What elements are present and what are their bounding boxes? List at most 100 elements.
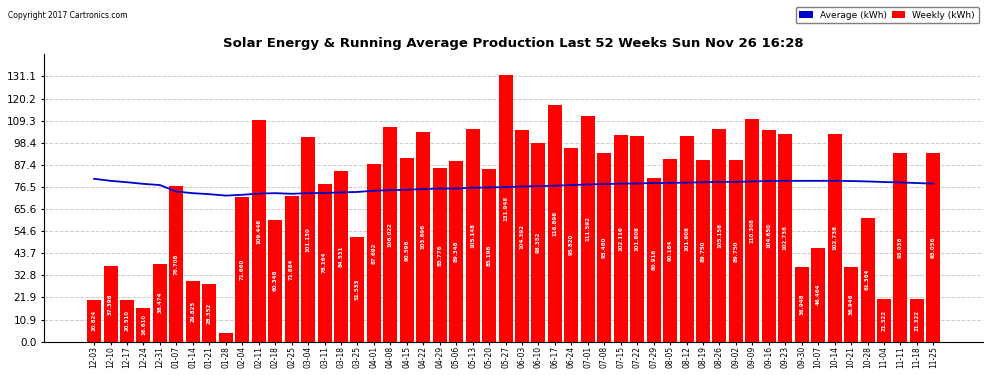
Bar [318, 183, 332, 342]
Bar [301, 137, 315, 342]
Bar [581, 116, 595, 342]
Bar [663, 159, 677, 342]
Bar [449, 161, 463, 342]
Text: 78.164: 78.164 [322, 252, 327, 273]
Text: Copyright 2017 Cartronics.com: Copyright 2017 Cartronics.com [8, 11, 128, 20]
Bar [236, 196, 249, 342]
Bar [927, 153, 940, 342]
Text: 110.308: 110.308 [749, 217, 755, 243]
Text: 20.824: 20.824 [92, 310, 97, 331]
Bar [860, 217, 874, 342]
Text: 105.156: 105.156 [717, 223, 722, 248]
Bar [877, 298, 891, 342]
Bar [515, 130, 529, 342]
Text: 87.692: 87.692 [371, 242, 376, 264]
Bar [465, 129, 479, 342]
Text: 46.464: 46.464 [816, 284, 821, 305]
Bar [762, 130, 776, 342]
Bar [844, 267, 858, 342]
Bar [910, 298, 924, 342]
Text: 21.322: 21.322 [881, 310, 886, 331]
Text: 85.776: 85.776 [438, 244, 443, 266]
Title: Solar Energy & Running Average Production Last 52 Weeks Sun Nov 26 16:28: Solar Energy & Running Average Productio… [224, 38, 804, 51]
Legend: Average (kWh), Weekly (kWh): Average (kWh), Weekly (kWh) [796, 7, 978, 24]
Text: 16.610: 16.610 [141, 314, 146, 335]
Text: 51.533: 51.533 [355, 279, 360, 300]
Text: 104.392: 104.392 [520, 224, 525, 249]
Bar [169, 186, 183, 342]
Text: 89.750: 89.750 [734, 240, 739, 261]
Bar [811, 248, 826, 342]
Text: 29.825: 29.825 [190, 301, 195, 322]
Bar [416, 132, 431, 342]
Bar [499, 75, 513, 342]
Text: 105.148: 105.148 [470, 223, 475, 248]
Bar [614, 135, 628, 342]
Bar [367, 164, 381, 342]
Bar [696, 160, 710, 342]
Text: 102.738: 102.738 [833, 225, 838, 250]
Bar [631, 136, 644, 342]
Bar [597, 153, 611, 342]
Bar [104, 266, 118, 342]
Bar [120, 300, 134, 342]
Text: 20.510: 20.510 [125, 310, 130, 332]
Bar [795, 267, 809, 342]
Text: 106.022: 106.022 [388, 222, 393, 247]
Text: 95.820: 95.820 [569, 234, 574, 255]
Text: 93.036: 93.036 [898, 237, 903, 258]
Bar [532, 143, 545, 342]
Text: 37.396: 37.396 [108, 293, 113, 315]
Bar [251, 120, 265, 342]
Text: 102.738: 102.738 [783, 225, 788, 250]
Text: 101.130: 101.130 [306, 227, 311, 252]
Text: 61.364: 61.364 [865, 269, 870, 290]
Text: 93.480: 93.480 [602, 236, 607, 258]
Bar [202, 284, 216, 342]
Text: 80.916: 80.916 [651, 249, 656, 270]
Bar [564, 148, 578, 342]
Text: 101.808: 101.808 [635, 226, 640, 251]
Text: 116.896: 116.896 [552, 211, 557, 236]
Bar [152, 264, 167, 342]
Bar [894, 153, 908, 342]
Text: 89.750: 89.750 [701, 240, 706, 261]
Text: 36.946: 36.946 [848, 294, 853, 315]
Text: 71.864: 71.864 [289, 258, 294, 280]
Text: 84.531: 84.531 [339, 246, 344, 267]
Bar [828, 134, 842, 342]
Bar [137, 308, 150, 342]
Bar [284, 196, 299, 342]
Text: 85.196: 85.196 [486, 245, 492, 266]
Bar [729, 160, 742, 342]
Text: 71.660: 71.660 [240, 258, 245, 280]
Text: 101.608: 101.608 [684, 226, 689, 251]
Bar [400, 158, 414, 342]
Bar [268, 220, 282, 342]
Bar [350, 237, 364, 342]
Text: 98.352: 98.352 [536, 231, 541, 253]
Bar [433, 168, 446, 342]
Text: 60.348: 60.348 [272, 270, 277, 291]
Text: 103.696: 103.696 [421, 224, 426, 249]
Bar [219, 333, 233, 342]
Text: 36.948: 36.948 [799, 294, 804, 315]
Text: 102.116: 102.116 [618, 226, 624, 251]
Bar [482, 169, 496, 342]
Text: 93.036: 93.036 [931, 237, 936, 258]
Text: 38.474: 38.474 [157, 292, 162, 314]
Bar [87, 300, 101, 342]
Text: 21.322: 21.322 [915, 310, 920, 331]
Bar [646, 178, 660, 342]
Bar [186, 281, 200, 342]
Bar [547, 105, 562, 342]
Text: 28.352: 28.352 [207, 302, 212, 324]
Text: 104.650: 104.650 [766, 223, 771, 248]
Text: 76.708: 76.708 [174, 254, 179, 275]
Text: 109.446: 109.446 [256, 218, 261, 243]
Bar [679, 136, 694, 342]
Bar [713, 129, 727, 342]
Bar [778, 134, 792, 342]
Bar [383, 127, 397, 342]
Text: 111.592: 111.592 [585, 216, 590, 241]
